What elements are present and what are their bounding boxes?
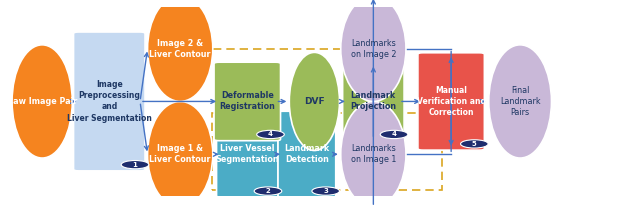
Ellipse shape <box>148 0 212 101</box>
Circle shape <box>254 187 282 195</box>
Text: DVF: DVF <box>304 97 324 106</box>
FancyBboxPatch shape <box>74 32 145 171</box>
Text: Liver Vessel
Segmentation: Liver Vessel Segmentation <box>216 144 279 164</box>
Text: 1: 1 <box>132 162 138 168</box>
Text: Manual
Verification and
Correction: Manual Verification and Correction <box>417 86 486 117</box>
Ellipse shape <box>489 45 552 158</box>
Text: Image 2 &
Liver Contour: Image 2 & Liver Contour <box>149 39 211 59</box>
FancyBboxPatch shape <box>216 111 278 197</box>
Ellipse shape <box>340 101 406 206</box>
Bar <box>212 113 442 190</box>
FancyBboxPatch shape <box>418 53 484 150</box>
Text: 4: 4 <box>392 131 397 137</box>
Text: 2: 2 <box>266 188 270 194</box>
FancyBboxPatch shape <box>278 111 336 197</box>
Text: 3: 3 <box>323 188 328 194</box>
Text: Landmark
Detection: Landmark Detection <box>284 144 330 164</box>
Circle shape <box>121 160 149 169</box>
Text: Final
Landmark
Pairs: Final Landmark Pairs <box>500 86 540 117</box>
FancyBboxPatch shape <box>214 62 280 141</box>
Circle shape <box>380 130 408 139</box>
Text: Landmark
Projection: Landmark Projection <box>350 91 396 111</box>
Circle shape <box>312 187 339 195</box>
Text: Raw Image Pair: Raw Image Pair <box>7 97 77 106</box>
Circle shape <box>257 130 284 139</box>
Circle shape <box>461 140 488 148</box>
FancyBboxPatch shape <box>342 62 404 141</box>
Text: Landmarks
on Image 2: Landmarks on Image 2 <box>351 39 396 59</box>
Ellipse shape <box>340 0 406 101</box>
Ellipse shape <box>289 52 339 151</box>
Text: 5: 5 <box>472 141 477 147</box>
Ellipse shape <box>12 45 72 158</box>
Ellipse shape <box>148 101 212 206</box>
Text: 4: 4 <box>268 131 273 137</box>
Text: Landmarks
on Image 1: Landmarks on Image 1 <box>351 144 396 164</box>
Text: Deformable
Registration: Deformable Registration <box>220 91 275 111</box>
Text: Image 1 &
Liver Contour: Image 1 & Liver Contour <box>149 144 211 164</box>
Text: Image
Preprocessing
and
Liver Segmentation: Image Preprocessing and Liver Segmentati… <box>67 80 152 123</box>
